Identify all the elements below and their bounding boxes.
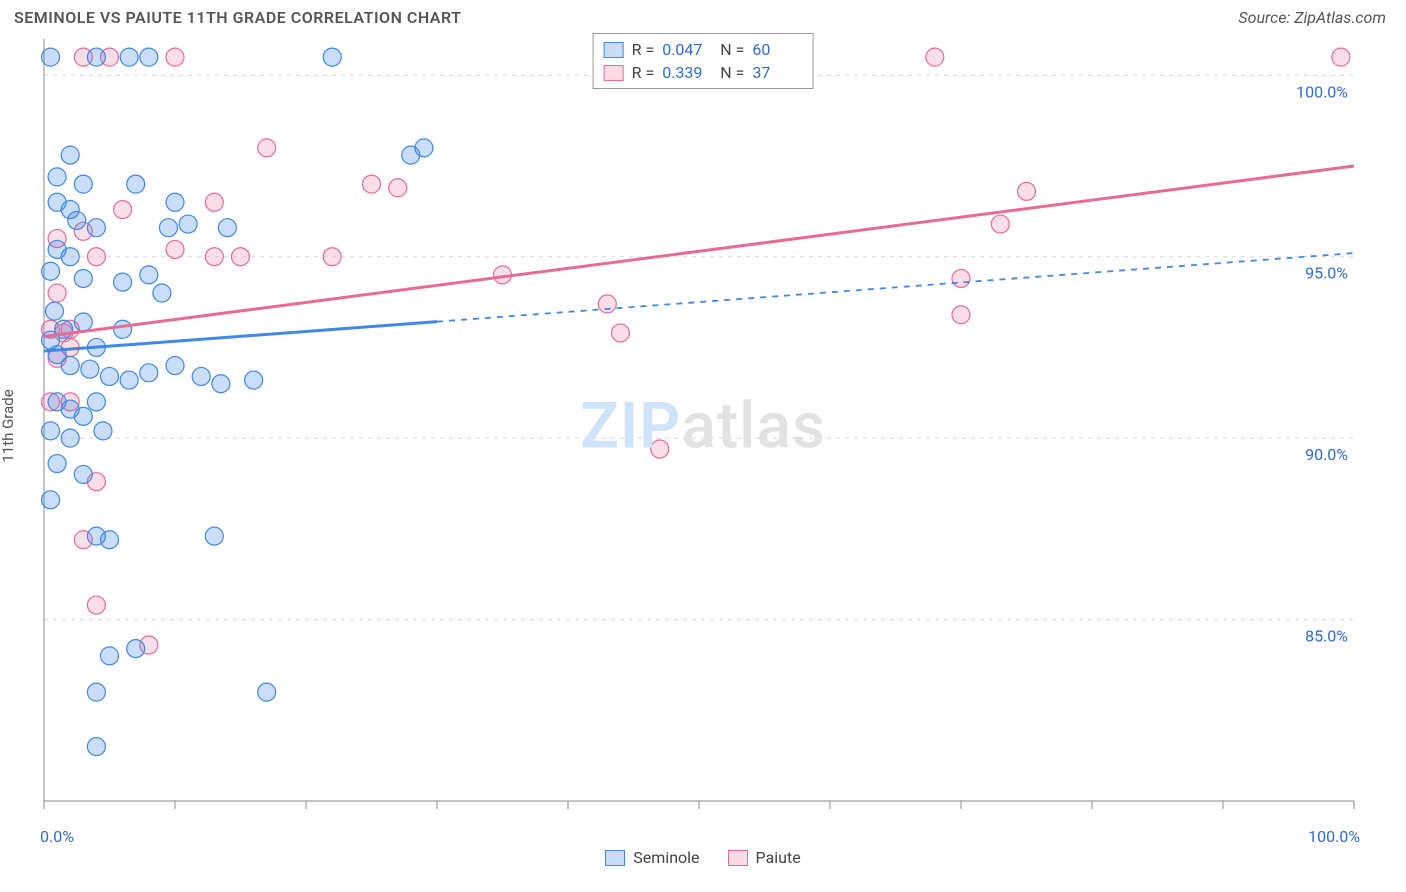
chart-title: SEMINOLE VS PAIUTE 11TH GRADE CORRELATIO… — [14, 8, 462, 27]
legend-swatch — [604, 42, 624, 58]
x-axis-labels: 0.0% 100.0% — [14, 821, 1364, 846]
legend-r-value: 0.339 — [662, 63, 712, 82]
legend-n-value: 37 — [752, 63, 802, 82]
chart-header: SEMINOLE VS PAIUTE 11TH GRADE CORRELATIO… — [0, 0, 1406, 31]
correlation-legend: R = 0.047 N = 60 R = 0.339 N = 37 — [593, 33, 814, 89]
series-legend-label: Paiute — [756, 848, 801, 867]
legend-swatch — [604, 65, 624, 81]
series-legend-label: Seminole — [633, 848, 699, 867]
legend-r-value: 0.047 — [662, 40, 712, 59]
legend-swatch — [728, 850, 748, 866]
chart-source: Source: ZipAtlas.com — [1238, 8, 1386, 27]
x-max-label: 100.0% — [1308, 827, 1360, 846]
legend-swatch — [605, 850, 625, 866]
series-legend-item: Seminole — [605, 848, 699, 867]
svg-text:85.0%: 85.0% — [1305, 627, 1348, 646]
x-min-label: 0.0% — [40, 827, 74, 846]
correlation-legend-row: R = 0.047 N = 60 — [604, 38, 803, 61]
legend-n-value: 60 — [752, 40, 802, 59]
legend-r-label: R = — [632, 40, 655, 59]
series-legend: Seminole Paiute — [0, 848, 1406, 867]
legend-r-label: R = — [632, 63, 655, 82]
scatter-chart: 85.0% 90.0% 95.0% 100.0% — [14, 31, 1364, 821]
y-axis-label: 11th Grade — [0, 389, 17, 462]
svg-text:95.0%: 95.0% — [1305, 264, 1348, 283]
correlation-legend-row: R = 0.339 N = 37 — [604, 61, 803, 84]
legend-n-label: N = — [720, 40, 744, 59]
legend-n-label: N = — [720, 63, 744, 82]
chart-area: 11th Grade 85.0%90.0%95.0%100.0% ZIPatla… — [14, 31, 1392, 821]
series-legend-item: Paiute — [728, 848, 801, 867]
svg-text:100.0%: 100.0% — [1296, 82, 1348, 101]
svg-text:90.0%: 90.0% — [1305, 445, 1348, 464]
